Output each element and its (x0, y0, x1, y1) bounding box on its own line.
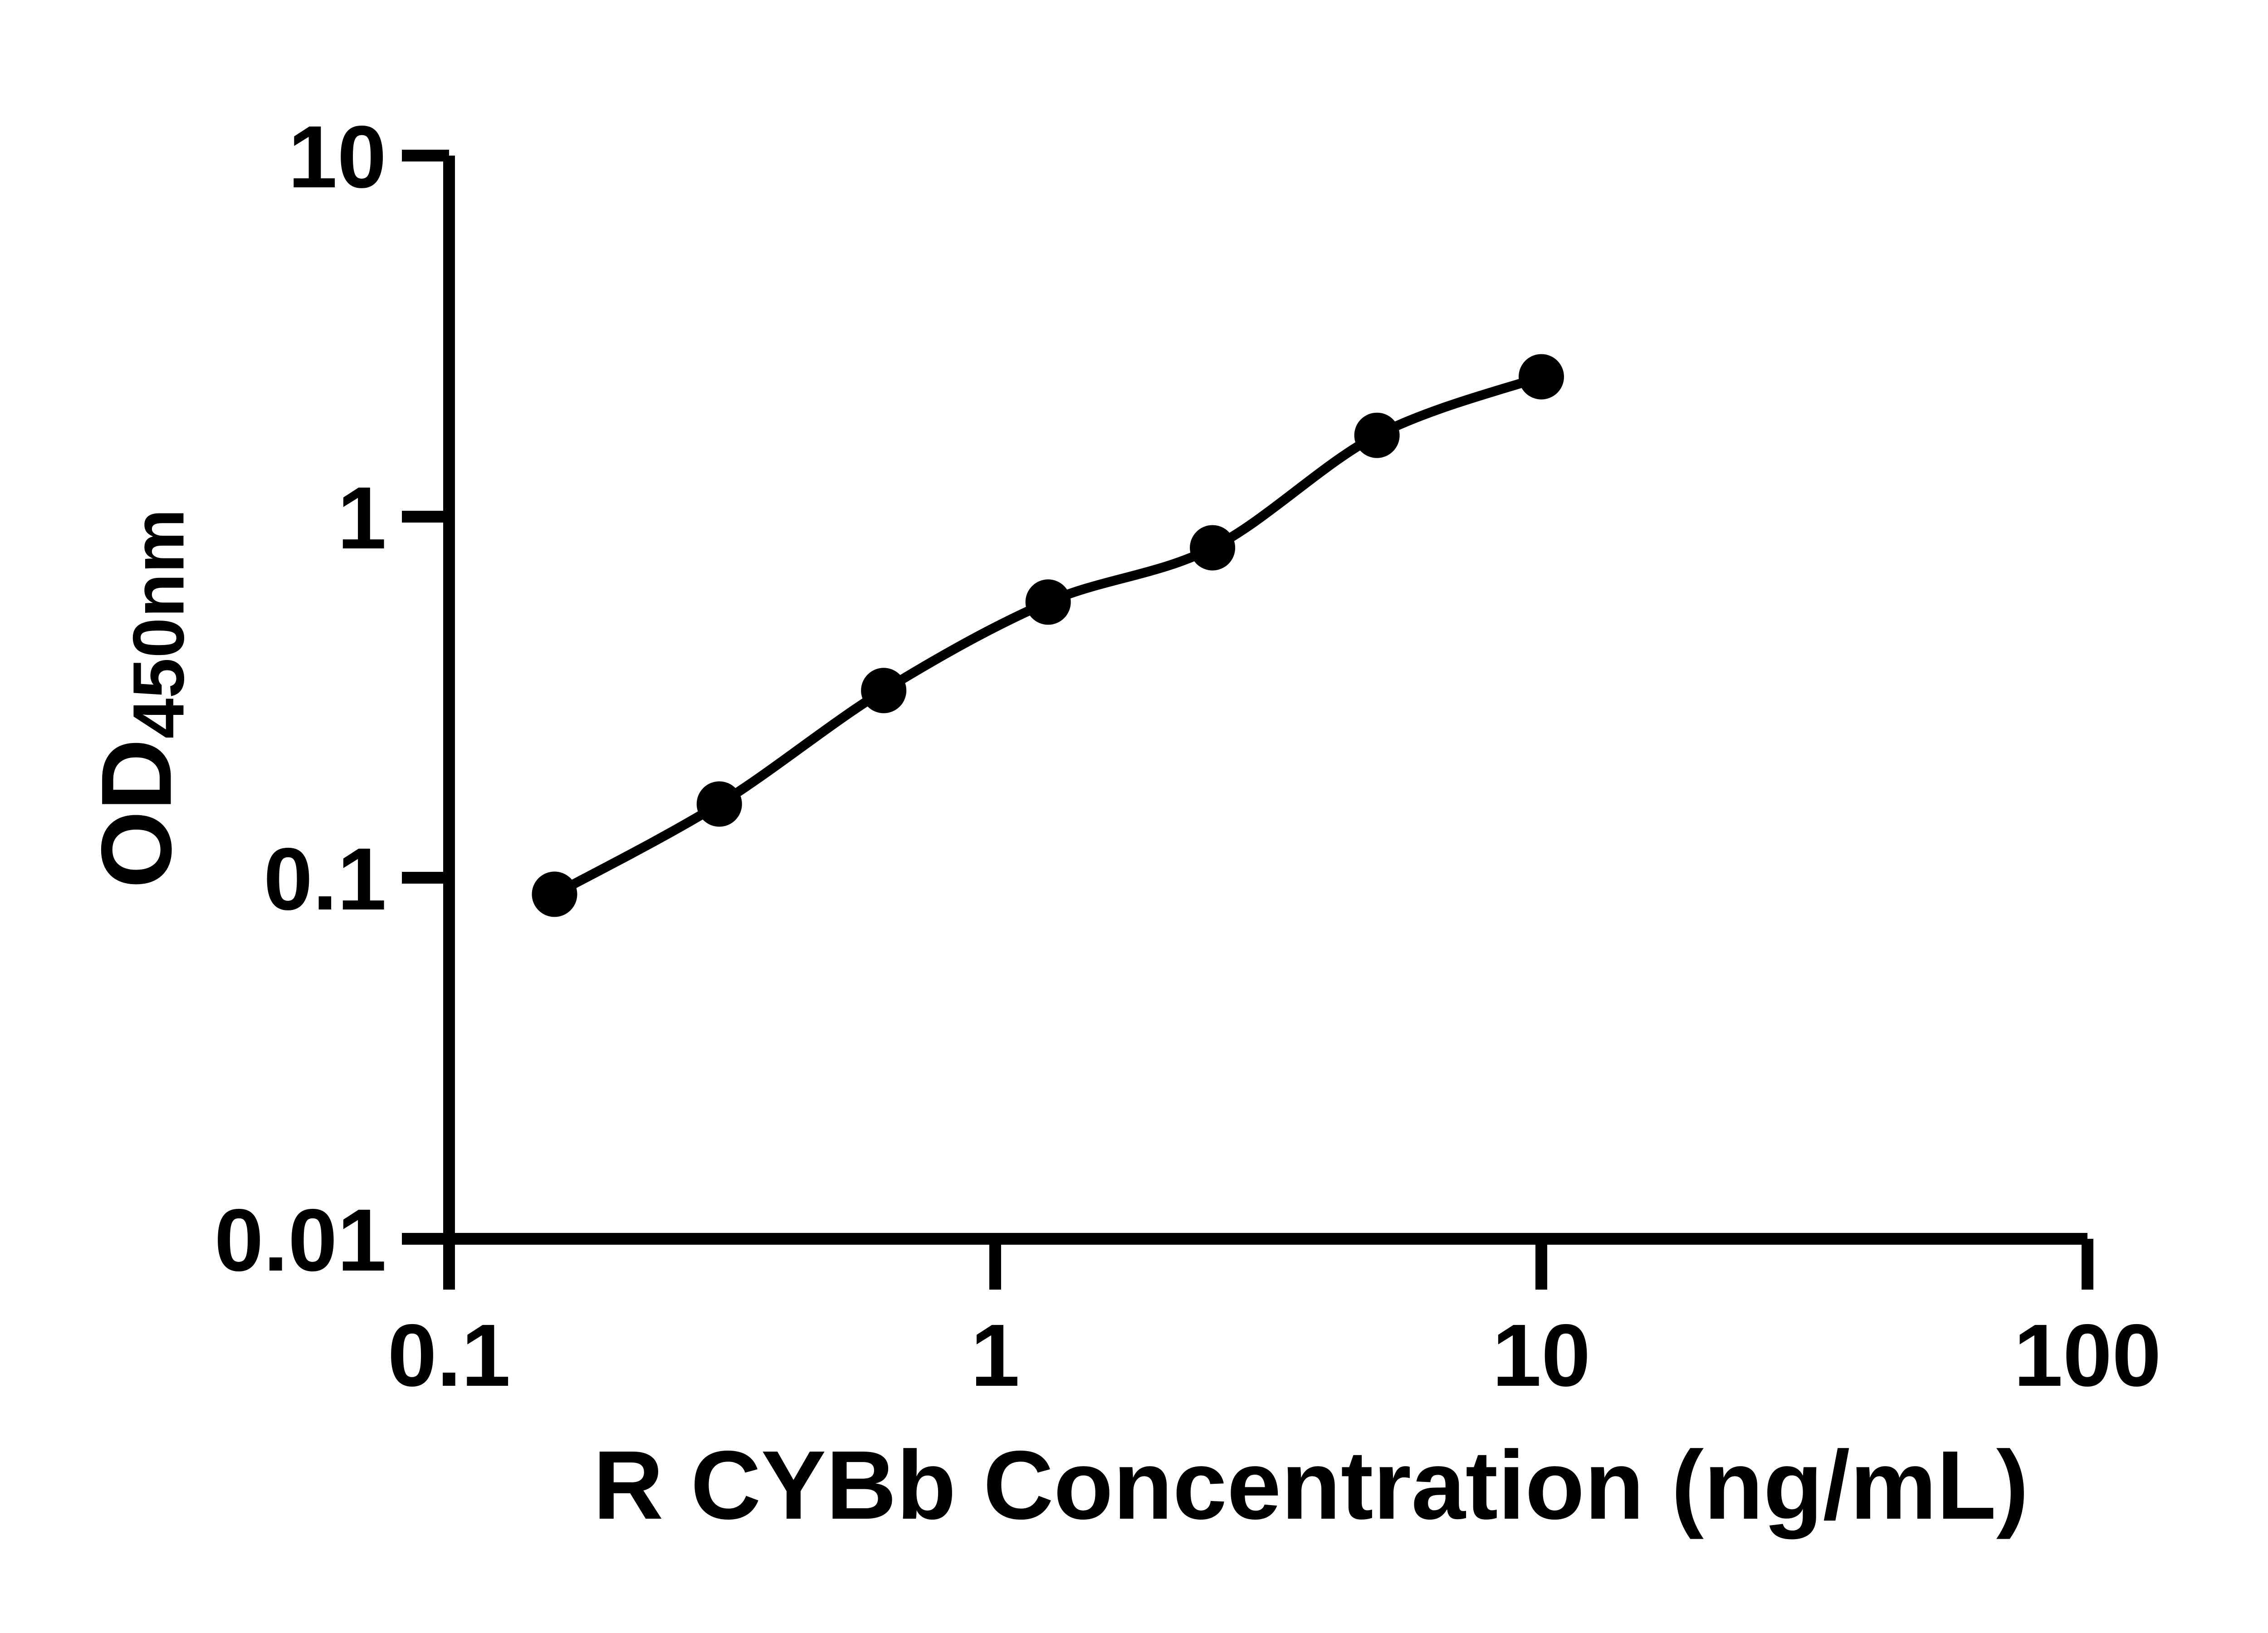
data-point-0.3125 (696, 781, 742, 827)
x-axis-title: R CYBb Concentration (ng/mL) (593, 1430, 2029, 1540)
x-tick-label-100: 100 (2014, 1306, 2161, 1405)
data-point-2.5 (1190, 525, 1236, 571)
x-tick-label-0.1: 0.1 (387, 1306, 510, 1405)
y-tick-label-1: 1 (337, 469, 386, 567)
data-point-10 (1519, 354, 1564, 400)
y-axis-title: OD450nm (81, 509, 199, 889)
y-tick-label-10: 10 (288, 108, 386, 206)
data-point-5 (1354, 412, 1400, 458)
data-point-0.625 (861, 668, 907, 714)
y-tick-label-0.01: 0.01 (214, 1191, 386, 1290)
x-tick-label-10: 10 (1492, 1306, 1591, 1405)
y-tick-label-0.1: 0.1 (264, 830, 386, 929)
data-point-1.25 (1025, 579, 1071, 625)
y-axis-title-main: OD (80, 738, 192, 889)
data-point-0.156 (532, 871, 577, 917)
x-tick-label-1: 1 (971, 1306, 1020, 1405)
y-axis-title-subscript: 450nm (117, 508, 199, 739)
